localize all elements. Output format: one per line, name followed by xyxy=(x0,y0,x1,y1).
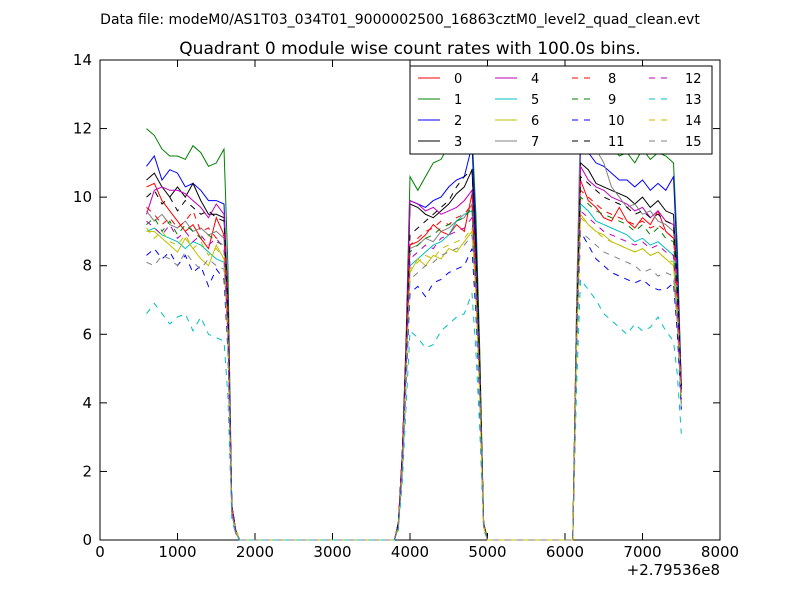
chart-title: Quadrant 0 module wise count rates with … xyxy=(179,39,640,59)
series-line-3 xyxy=(146,161,682,541)
series-line-4 xyxy=(146,164,682,541)
legend-label-12: 12 xyxy=(685,72,702,87)
legend-label-5: 5 xyxy=(531,93,539,108)
x-tick-label: 3000 xyxy=(313,543,351,561)
x-tick-label: 6000 xyxy=(546,543,584,561)
x-tick-label: 7000 xyxy=(623,543,661,561)
legend-label-7: 7 xyxy=(531,135,539,150)
chart-suptitle: Data file: modeM0/AS1T03_034T01_90000025… xyxy=(100,12,700,28)
x-offset-label: +2.79536e8 xyxy=(627,561,720,579)
legend-label-0: 0 xyxy=(454,72,462,87)
y-tick-label: 0 xyxy=(82,531,92,549)
legend-label-9: 9 xyxy=(608,93,616,108)
legend-box xyxy=(409,65,713,155)
y-tick-label: 8 xyxy=(82,257,92,275)
y-tick-label: 14 xyxy=(73,51,92,69)
y-tick-label: 12 xyxy=(73,120,92,138)
series-line-2 xyxy=(146,144,682,541)
legend-label-4: 4 xyxy=(531,72,539,87)
series-line-5 xyxy=(146,202,682,541)
legend-label-1: 1 xyxy=(454,93,462,108)
legend-label-11: 11 xyxy=(608,135,625,150)
x-tick-label: 2000 xyxy=(236,543,274,561)
legend-label-8: 8 xyxy=(608,72,616,87)
legend-label-14: 14 xyxy=(685,114,702,129)
x-tick-label: 0 xyxy=(95,543,105,561)
series-line-15 xyxy=(146,230,682,541)
series-line-14 xyxy=(146,216,682,541)
legend-label-13: 13 xyxy=(685,93,702,108)
legend-label-15: 15 xyxy=(685,135,702,150)
legend-label-3: 3 xyxy=(454,135,462,150)
y-tick-label: 10 xyxy=(73,188,92,206)
y-tick-label: 2 xyxy=(82,462,92,480)
y-tick-label: 6 xyxy=(82,325,92,343)
series-line-13 xyxy=(146,277,682,541)
x-tick-label: 1000 xyxy=(158,543,196,561)
series-line-6 xyxy=(146,212,682,541)
series-line-11 xyxy=(146,168,682,541)
x-tick-label: 5000 xyxy=(468,543,506,561)
x-tick-label: 8000 xyxy=(701,543,739,561)
series-line-10 xyxy=(146,229,682,541)
legend-label-10: 10 xyxy=(608,114,625,129)
y-tick-label: 4 xyxy=(82,394,92,412)
x-tick-label: 4000 xyxy=(391,543,429,561)
series-line-9 xyxy=(146,196,682,541)
plot-area: 0 1000 2000 3000 4000 5000 6000 7000 80000246810… xyxy=(73,51,739,561)
legend-label-2: 2 xyxy=(454,114,462,129)
legend-label-6: 6 xyxy=(531,114,539,129)
